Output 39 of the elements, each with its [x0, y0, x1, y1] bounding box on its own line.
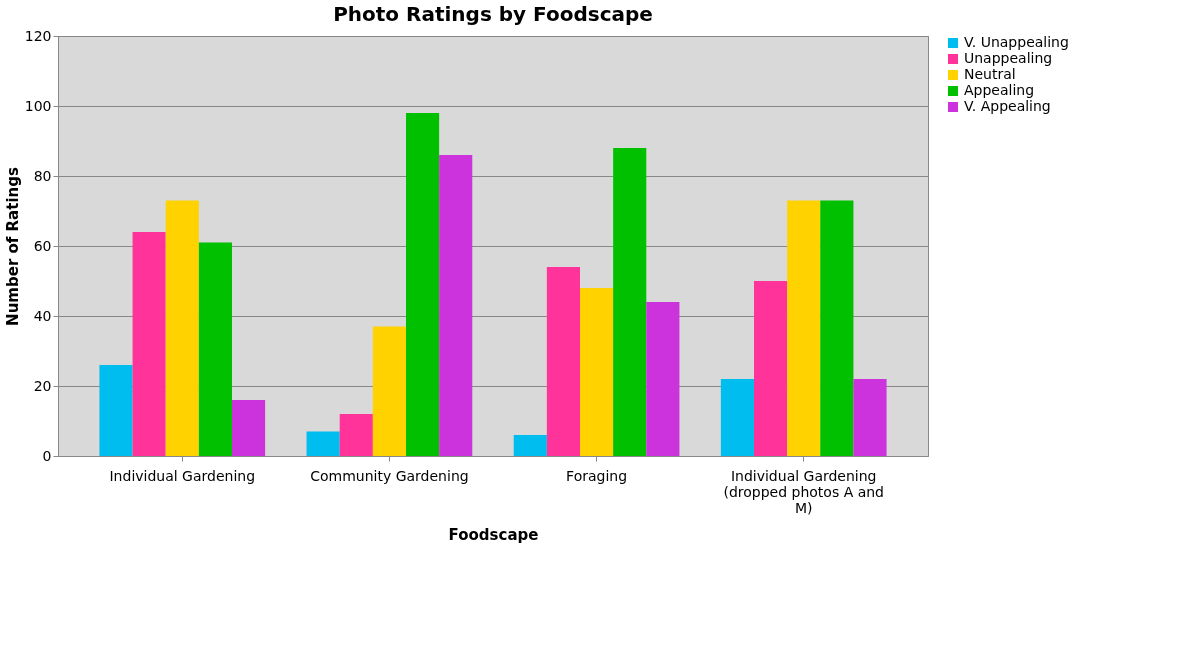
bar [546, 267, 580, 456]
bar [439, 155, 473, 456]
bar [787, 200, 821, 456]
bar [198, 242, 232, 456]
bar [754, 281, 788, 456]
bar [513, 435, 547, 456]
y-tick-label: 60 [33, 237, 52, 254]
bar [372, 326, 406, 456]
x-axis-title: Foodscape [448, 525, 539, 544]
y-tick-label: 80 [33, 167, 52, 184]
bar [132, 232, 166, 456]
y-tick-label: 40 [33, 307, 52, 324]
bar [820, 200, 854, 456]
chart-title: Photo Ratings by Foodscape [333, 2, 653, 26]
x-tick-label: Community Gardening [310, 467, 469, 484]
y-axis-title: Number of Ratings [3, 167, 22, 326]
y-tick-label: 20 [33, 377, 52, 394]
bar [580, 288, 614, 456]
bar [613, 148, 647, 456]
legend-label: V. Unappealing [964, 34, 1069, 50]
bar [165, 200, 199, 456]
y-tick-label: 0 [42, 447, 52, 464]
y-tick-label: 100 [24, 97, 52, 114]
y-tick-label: 120 [24, 27, 52, 44]
legend-label: V. Appealing [964, 98, 1051, 114]
bar [306, 431, 340, 456]
legend-label: Unappealing [964, 50, 1053, 66]
bar [646, 302, 680, 456]
x-tick-label: Foraging [566, 467, 628, 484]
x-tick-label: Individual Gardening [109, 467, 256, 484]
bar [406, 113, 440, 456]
bar [99, 365, 133, 456]
legend-label: Neutral [964, 66, 1016, 82]
legend-label: Appealing [964, 82, 1035, 98]
bar [232, 400, 266, 456]
x-tick-label: Individual Gardening (dropped photos A and M) [723, 467, 884, 516]
bar [853, 379, 887, 456]
bar [339, 414, 373, 456]
bar [720, 379, 754, 456]
